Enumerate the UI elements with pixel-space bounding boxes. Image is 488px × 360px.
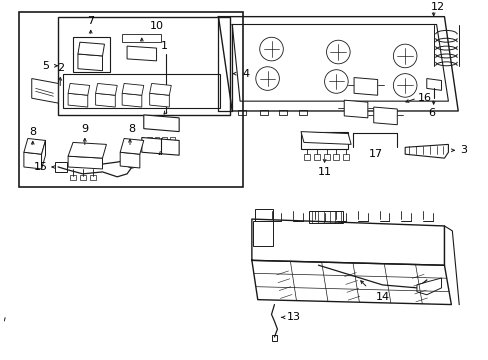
Polygon shape xyxy=(353,77,377,95)
Bar xyxy=(122,34,161,42)
Polygon shape xyxy=(24,152,41,169)
Text: 6: 6 xyxy=(427,108,434,118)
Polygon shape xyxy=(373,107,396,125)
Bar xyxy=(308,211,343,223)
Text: 8: 8 xyxy=(29,127,36,136)
Text: 14: 14 xyxy=(375,292,389,302)
Bar xyxy=(80,175,85,180)
Bar xyxy=(301,132,347,149)
Bar xyxy=(73,37,110,72)
Bar xyxy=(333,154,339,160)
Text: 8: 8 xyxy=(128,124,135,134)
Bar xyxy=(159,120,169,128)
Bar xyxy=(146,136,151,140)
Bar xyxy=(154,136,159,140)
Bar xyxy=(63,74,220,108)
Polygon shape xyxy=(32,78,58,103)
Polygon shape xyxy=(96,84,117,95)
Polygon shape xyxy=(149,84,171,95)
Text: 11: 11 xyxy=(317,167,331,177)
Polygon shape xyxy=(120,139,143,154)
Polygon shape xyxy=(68,156,102,169)
Text: 2: 2 xyxy=(57,63,63,73)
Polygon shape xyxy=(344,100,367,118)
Polygon shape xyxy=(149,93,169,107)
Polygon shape xyxy=(41,140,45,169)
Bar xyxy=(299,110,306,115)
Text: 12: 12 xyxy=(429,2,444,12)
Text: 5: 5 xyxy=(42,61,49,71)
Polygon shape xyxy=(120,152,140,168)
Bar xyxy=(58,17,230,115)
Bar xyxy=(252,221,272,246)
Bar xyxy=(271,335,277,341)
Polygon shape xyxy=(416,278,441,295)
Bar xyxy=(89,175,96,180)
Bar xyxy=(55,162,67,172)
Polygon shape xyxy=(78,42,104,56)
Polygon shape xyxy=(68,84,89,95)
Polygon shape xyxy=(122,84,143,95)
Polygon shape xyxy=(142,138,179,155)
Bar xyxy=(259,110,267,115)
Text: 17: 17 xyxy=(368,149,382,159)
Text: 10: 10 xyxy=(149,22,163,31)
Text: 4: 4 xyxy=(242,69,249,78)
Polygon shape xyxy=(405,144,447,158)
Bar xyxy=(304,154,309,160)
Polygon shape xyxy=(96,93,115,107)
Text: 3: 3 xyxy=(460,145,467,155)
Bar xyxy=(19,12,243,186)
Text: 7: 7 xyxy=(87,15,94,26)
Bar xyxy=(170,143,176,150)
Polygon shape xyxy=(426,78,441,90)
Bar xyxy=(254,209,272,221)
Text: 1: 1 xyxy=(161,41,167,51)
Bar xyxy=(343,154,348,160)
Bar xyxy=(323,154,329,160)
Bar xyxy=(70,175,76,180)
Polygon shape xyxy=(143,115,179,132)
Bar xyxy=(238,110,245,115)
Polygon shape xyxy=(127,46,156,61)
Bar xyxy=(313,154,319,160)
Polygon shape xyxy=(78,54,102,71)
Text: 13: 13 xyxy=(286,312,301,322)
Polygon shape xyxy=(4,317,5,321)
Bar xyxy=(147,119,157,127)
Polygon shape xyxy=(301,132,350,144)
Polygon shape xyxy=(68,93,87,107)
Bar xyxy=(157,140,167,149)
Text: 16: 16 xyxy=(417,93,431,103)
Polygon shape xyxy=(68,143,106,158)
Bar xyxy=(171,121,177,128)
Text: 15: 15 xyxy=(34,162,47,172)
Text: 9: 9 xyxy=(81,124,88,134)
Bar xyxy=(144,140,154,149)
Polygon shape xyxy=(122,93,142,107)
Bar xyxy=(279,110,286,115)
Bar xyxy=(170,136,175,140)
Polygon shape xyxy=(24,139,45,154)
Bar xyxy=(162,136,167,140)
